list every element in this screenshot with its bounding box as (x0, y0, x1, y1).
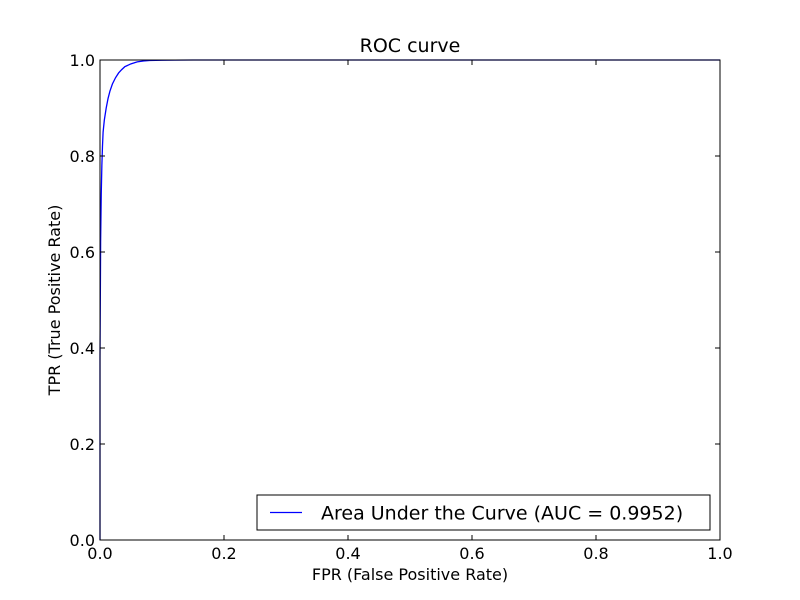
legend-label: Area Under the Curve (AUC = 0.9952) (321, 503, 683, 525)
x-tick-label: 1.0 (707, 544, 732, 563)
y-tick-label: 0.0 (70, 531, 95, 550)
legend: Area Under the Curve (AUC = 0.9952) (256, 494, 711, 531)
y-tick-label: 1.0 (70, 51, 95, 70)
y-tick-label: 0.8 (70, 147, 95, 166)
x-tick-label: 0.2 (211, 544, 236, 563)
y-tick-label: 0.6 (70, 243, 95, 262)
x-tick-label: 0.6 (459, 544, 484, 563)
chart-title: ROC curve (360, 35, 461, 57)
x-tick-label: 0.8 (583, 544, 608, 563)
plot-area: 0.0 0.2 0.4 0.6 0.8 1.0 0.0 0.2 0.4 0.6 0.8 1.0 (70, 51, 733, 563)
x-axis-label: FPR (False Positive Rate) (312, 565, 508, 584)
legend-box (256, 494, 711, 531)
y-tick-label: 0.2 (70, 435, 95, 454)
y-axis-label: TPR (True Positive Rate) (45, 205, 64, 397)
x-tick-label: 0.4 (335, 544, 360, 563)
axes-frame (99, 59, 721, 541)
y-tick-label: 0.4 (70, 339, 95, 358)
x-tick-label: 0.0 (87, 544, 112, 563)
